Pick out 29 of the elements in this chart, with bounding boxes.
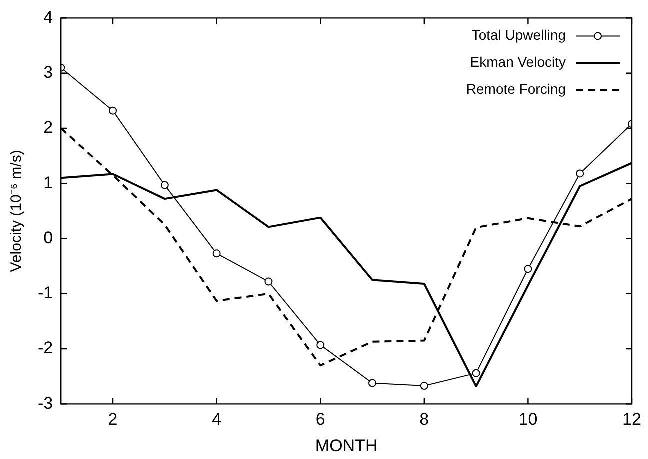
x-tick-label: 2 — [108, 410, 118, 430]
y-tick-label: 2 — [44, 118, 54, 138]
x-tick-label: 4 — [212, 410, 222, 430]
y-tick-label: 4 — [44, 8, 54, 27]
y-tick-label: -1 — [38, 284, 54, 303]
point — [524, 265, 532, 274]
x-tick-label: 12 — [622, 410, 642, 430]
point — [420, 382, 428, 390]
x-tick-label: 6 — [316, 410, 326, 430]
x-axis-title: MONTH — [315, 436, 378, 456]
x-tick-label: 10 — [518, 410, 538, 430]
point — [264, 278, 273, 286]
point — [472, 369, 480, 378]
x-tick-label: 8 — [420, 410, 430, 430]
y-tick-label: 3 — [44, 63, 54, 82]
legend-label: Total Upwelling — [472, 27, 566, 44]
point — [368, 379, 377, 388]
legend-label: Ekman Velocity — [470, 54, 566, 70]
y-tick-label: 0 — [44, 228, 54, 248]
y-tick-label: 1 — [44, 173, 54, 192]
point — [212, 250, 221, 258]
y-tick-label: -2 — [38, 338, 54, 358]
y-tick-label: -3 — [38, 394, 54, 413]
y-axis-title: Velocity (10⁻⁶ m/s) — [8, 150, 26, 272]
point — [576, 170, 584, 178]
point — [316, 341, 325, 350]
point — [160, 181, 169, 190]
legend-label: Remote Forcing — [466, 81, 566, 98]
point — [109, 106, 118, 115]
